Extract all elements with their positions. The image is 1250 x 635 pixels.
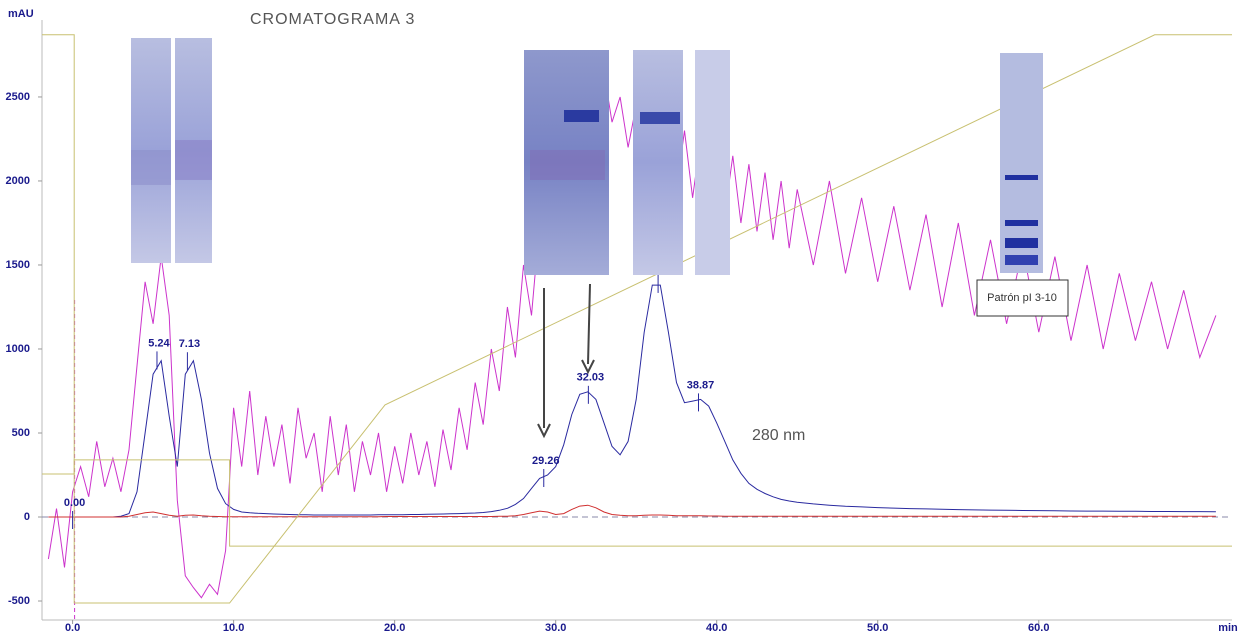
page: -500050010001500200025000.010.020.030.04… (0, 0, 1250, 635)
y-axis-label: mAU (8, 8, 34, 20)
y-tick-label: 2000 (6, 175, 30, 187)
peak-label: 32.03 (577, 372, 605, 384)
peak-label: 38.87 (687, 379, 715, 391)
peak-label: 5.24 (148, 337, 170, 349)
gel-band (530, 150, 605, 180)
gel-lane (633, 50, 683, 275)
peak-label: 0.00 (64, 497, 85, 509)
y-tick-label: 500 (12, 427, 30, 439)
y-tick-label: 0 (24, 511, 30, 523)
peak-label: 7.13 (179, 338, 200, 350)
gel-band (564, 110, 599, 122)
arrow (588, 284, 590, 364)
y-tick-label: 1500 (6, 259, 30, 271)
gel-band (640, 112, 680, 124)
annotation: 280 nm (752, 427, 805, 444)
peak-label: 29.26 (532, 455, 560, 467)
y-tick-label: 1000 (6, 343, 30, 355)
chart-title: CROMATOGRAMA 3 (250, 11, 415, 28)
chart: -500050010001500200025000.010.020.030.04… (0, 0, 1250, 635)
series-line (42, 460, 1232, 546)
series-line (48, 285, 1216, 517)
gel-lane (695, 50, 730, 275)
gel-band (1005, 238, 1038, 248)
gel-band (1005, 220, 1038, 226)
y-tick-label: -500 (8, 595, 30, 607)
gel-images (131, 38, 1043, 275)
standard-label: Patrón pI 3-10 (987, 292, 1057, 304)
arrows (538, 284, 594, 436)
x-axis-label: min (1218, 622, 1238, 634)
gel-band (131, 150, 171, 185)
y-tick-label: 2500 (6, 91, 30, 103)
gel-band (1005, 255, 1038, 265)
gel-band (1005, 175, 1038, 180)
gel-band (175, 140, 212, 180)
